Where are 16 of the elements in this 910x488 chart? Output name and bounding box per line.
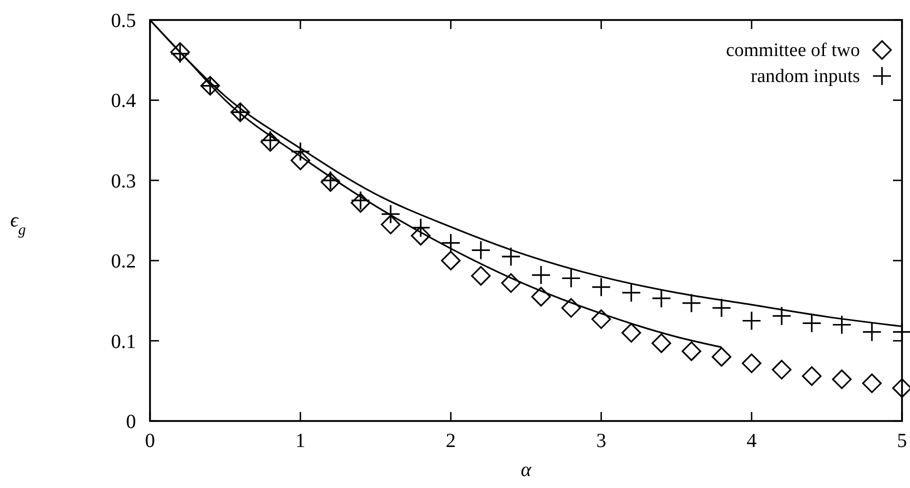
- y-tick-label: 0.4: [111, 90, 136, 112]
- x-tick-label: 4: [746, 430, 757, 452]
- x-tick-label: 0: [145, 430, 155, 452]
- x-tick-label: 3: [596, 430, 606, 452]
- y-tick-label: 0.1: [111, 330, 136, 353]
- y-axis-title: ϵ$_{g}$: [10, 210, 26, 238]
- legend-label: random inputs: [750, 66, 860, 87]
- x-tick-label: 2: [446, 430, 456, 452]
- x-axis-title: α: [520, 459, 532, 481]
- y-tick-label: 0.3: [111, 170, 136, 192]
- legend-label: committee of two: [726, 40, 860, 61]
- x-tick-label: 1: [295, 430, 306, 452]
- y-tick-label: 0: [126, 411, 136, 433]
- x-tick-label: 5: [897, 430, 907, 452]
- y-tick-label: 0.5: [111, 10, 136, 32]
- y-tick-label: 0.2: [111, 250, 136, 273]
